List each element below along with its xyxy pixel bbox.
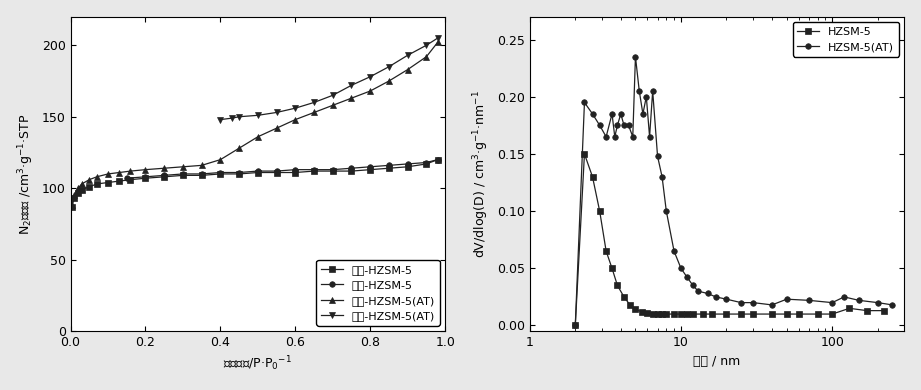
Y-axis label: N$_2$吸附量 /cm$^3$·g$^{-1}$·STP: N$_2$吸附量 /cm$^3$·g$^{-1}$·STP: [17, 113, 36, 235]
Legend: HZSM-5, HZSM-5(AT): HZSM-5, HZSM-5(AT): [793, 22, 899, 57]
X-axis label: 相对压力/P·P$_0$$^{-1}$: 相对压力/P·P$_0$$^{-1}$: [224, 355, 292, 373]
Legend: 吸附-HZSM-5, 脱附-HZSM-5, 吸附-HZSM-5(AT), 脱附-HZSM-5(AT): 吸附-HZSM-5, 脱附-HZSM-5, 吸附-HZSM-5(AT), 脱附-…: [316, 260, 439, 326]
Y-axis label: dV/dlog(D) / cm$^3$·g$^{-1}$·nm$^{-1}$: dV/dlog(D) / cm$^3$·g$^{-1}$·nm$^{-1}$: [472, 90, 491, 258]
X-axis label: 孔径 / nm: 孔径 / nm: [694, 355, 740, 368]
